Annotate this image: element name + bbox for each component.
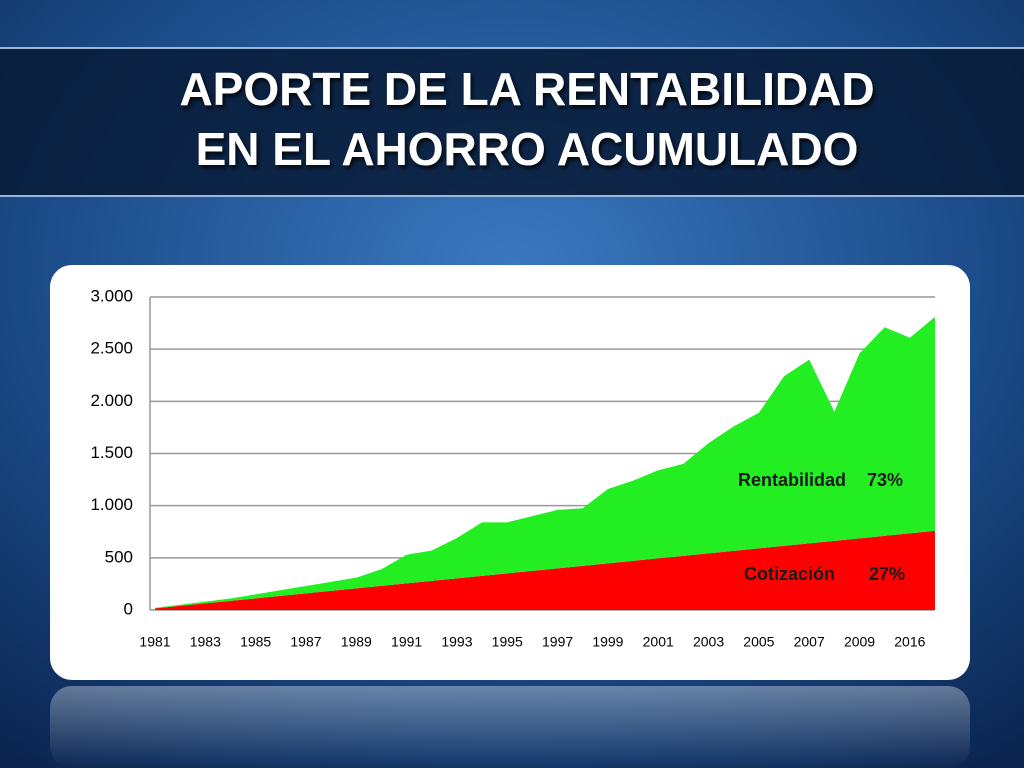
x-tick-label: 2003 — [693, 634, 724, 650]
y-tick-label: 1.500 — [90, 443, 133, 462]
series-label: Cotización — [744, 564, 835, 584]
x-tick-label: 1991 — [391, 634, 422, 650]
y-tick-label: 2.000 — [90, 391, 133, 410]
share-label: 73% — [867, 470, 903, 490]
share-label: 27% — [869, 564, 905, 584]
x-tick-label: 2005 — [743, 634, 774, 650]
area — [155, 530, 935, 610]
x-tick-label: 2001 — [643, 634, 674, 650]
x-tick-label: 1983 — [190, 634, 221, 650]
y-tick-label: 2.500 — [90, 339, 133, 358]
x-tick-label: 2009 — [844, 634, 875, 650]
title-band — [0, 48, 1024, 196]
area — [155, 316, 935, 609]
title-line: EN EL AHORRO ACUMULADO — [196, 123, 859, 175]
x-tick-label: 2016 — [894, 634, 925, 650]
title-line: APORTE DE LA RENTABILIDAD — [179, 63, 874, 115]
x-tick-label: 2007 — [794, 634, 825, 650]
x-tick-label: 1999 — [592, 634, 623, 650]
y-tick-label: 3.000 — [90, 286, 133, 305]
y-tick-label: 1.000 — [90, 495, 133, 514]
x-tick-label: 1981 — [139, 634, 170, 650]
x-tick-label: 1987 — [290, 634, 321, 650]
x-tick-label: 1985 — [240, 634, 271, 650]
y-tick-label: 0 — [124, 599, 133, 618]
x-tick-label: 1997 — [542, 634, 573, 650]
x-tick-label: 1989 — [341, 634, 372, 650]
x-tick-label: 1993 — [441, 634, 472, 650]
x-tick-label: 1995 — [492, 634, 523, 650]
series-label: Rentabilidad — [738, 470, 846, 490]
reflection — [50, 686, 970, 768]
y-tick-label: 500 — [105, 547, 133, 566]
